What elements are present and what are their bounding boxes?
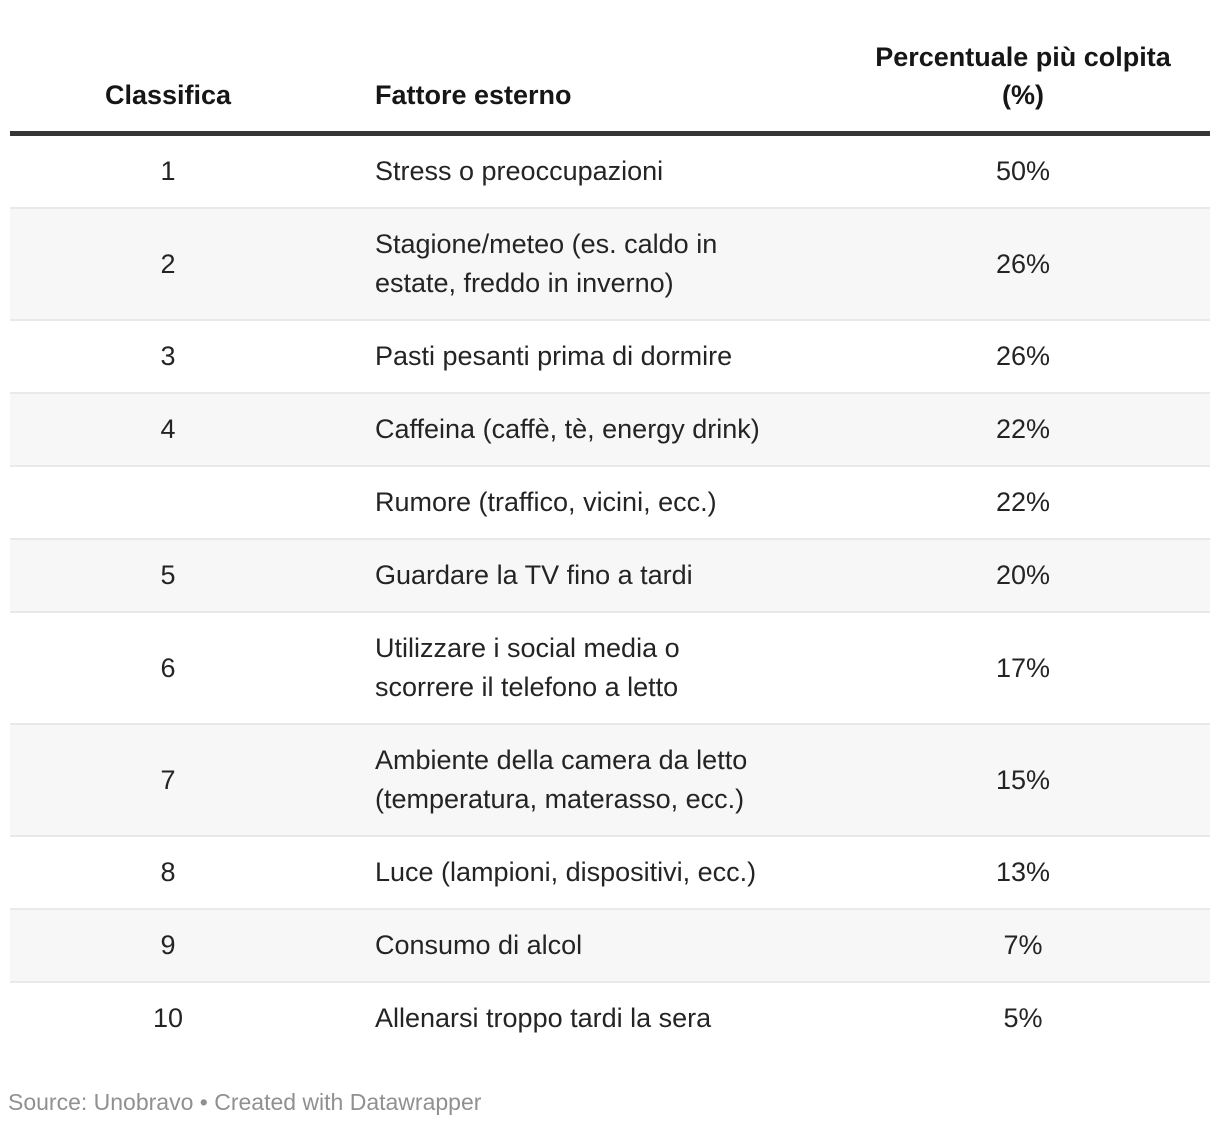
factor-cell: Pasti pesanti prima di dormire [375,341,733,371]
percentage-cell: 22% [995,487,1051,517]
table-row: 4 Caffeina (caffè, tè, energy drink) 22% [10,393,1210,466]
percentage-cell: 22% [995,414,1051,444]
percentage-cell: 26% [995,341,1051,371]
percentage-cell: 15% [995,764,1051,795]
factor-cell: Luce (lampioni, dispositivi, ecc.) [375,857,757,887]
table-row: 3 Pasti pesanti prima di dormire 26% [10,320,1210,393]
percentage-cell: 26% [995,248,1051,279]
table-row: 1 Stress o preoccupazioni 50% [10,134,1210,209]
rank-cell: 8 [160,857,176,887]
factor-cell: Rumore (traffico, vicini, ecc.) [375,487,717,517]
column-header-percentuale: Percentuale più colpita (%) [875,42,1171,110]
table-row: Rumore (traffico, vicini, ecc.) 22% [10,466,1210,539]
factor-cell: Ambiente della camera da letto (temperat… [375,745,748,814]
column-header-classifica: Classifica [104,80,232,110]
rank-cell: 2 [160,248,176,279]
percentage-cell: 13% [995,857,1051,887]
table-row: 10 Allenarsi troppo tardi la sera 5% [10,982,1210,1054]
rank-cell: 5 [160,560,176,590]
table-row: 9 Consumo di alcol 7% [10,909,1210,982]
rank-cell: 7 [160,764,176,795]
factor-cell: Caffeina (caffè, tè, energy drink) [375,414,760,444]
table-body: 1 Stress o preoccupazioni 50% 2 Stagione… [10,134,1210,1055]
factor-cell: Stress o preoccupazioni [375,156,664,186]
table-row: 7 Ambiente della camera da letto (temper… [10,724,1210,836]
ranking-table: Classifica Fattore esterno Percentuale p… [10,38,1210,1054]
rank-cell: 1 [160,156,176,186]
factor-cell: Guardare la TV fino a tardi [375,560,693,590]
rank-cell: 6 [160,652,176,683]
rank-cell: 4 [160,414,176,444]
factor-cell: Allenarsi troppo tardi la sera [375,1003,712,1033]
percentage-cell: 5% [1003,1003,1043,1033]
table-row: 6 Utilizzare i social media o scorrere i… [10,612,1210,724]
percentage-cell: 7% [1003,930,1043,960]
rank-cell: 9 [160,930,176,960]
factor-cell: Stagione/meteo (es. caldo in estate, fre… [375,229,718,298]
source-line: Source: Unobravo • Created with Datawrap… [8,1089,482,1115]
column-header-fattore-esterno: Fattore esterno [375,80,572,110]
rank-cell [10,466,326,539]
factor-cell: Utilizzare i social media o scorrere il … [375,633,680,702]
header-row: Classifica Fattore esterno Percentuale p… [10,38,1210,134]
table-header: Classifica Fattore esterno Percentuale p… [10,38,1210,134]
percentage-cell: 20% [995,560,1051,590]
table-row: 8 Luce (lampioni, dispositivi, ecc.) 13% [10,836,1210,909]
rank-cell: 10 [152,1003,184,1033]
percentage-cell: 17% [995,652,1051,683]
factor-cell: Consumo di alcol [375,930,583,960]
table-row: 5 Guardare la TV fino a tardi 20% [10,539,1210,612]
table-row: 2 Stagione/meteo (es. caldo in estate, f… [10,208,1210,320]
percentage-cell: 50% [995,156,1051,186]
rank-cell: 3 [160,341,176,371]
